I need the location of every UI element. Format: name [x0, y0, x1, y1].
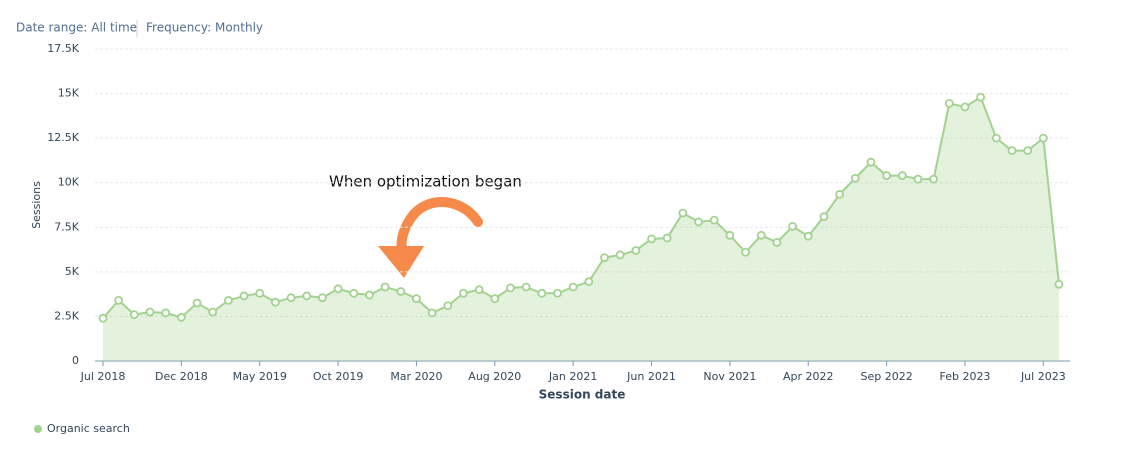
data-point [412, 294, 421, 304]
data-point [396, 287, 406, 296]
data-point [741, 247, 750, 257]
data-point [318, 293, 327, 303]
data-point [176, 312, 186, 322]
data-point [647, 234, 656, 244]
data-point [835, 189, 844, 199]
data-point [976, 92, 986, 102]
x-tick-label: Dec 2018 [155, 370, 208, 383]
x-tick-label: Mar 2020 [390, 370, 442, 383]
annotation: When optimization began [329, 173, 522, 191]
data-point [725, 230, 735, 240]
data-point [788, 221, 797, 231]
x-tick-label: Sep 2022 [860, 370, 912, 383]
x-tick-label: Feb 2023 [939, 370, 990, 383]
data-point [600, 253, 609, 262]
area [103, 97, 1059, 361]
data-point [192, 298, 202, 308]
x-tick-label: Nov 2021 [703, 370, 756, 383]
data-point [819, 212, 829, 221]
data-point [584, 277, 594, 287]
data-point [1054, 279, 1064, 289]
data-point [255, 288, 265, 298]
x-tick-label: Jul 2023 [1020, 370, 1066, 383]
data-point [960, 102, 970, 112]
data-point [615, 250, 625, 260]
y-axis-title: Sessions [30, 181, 43, 229]
data-point [850, 173, 860, 183]
data-point [991, 133, 1001, 143]
y-tick-label: 12.5K [47, 131, 79, 144]
data-point [490, 294, 500, 304]
data-point [803, 231, 813, 241]
data-point [568, 282, 578, 292]
data-point [694, 217, 703, 227]
data-point [459, 288, 468, 298]
data-point [1023, 146, 1033, 156]
data-point [443, 301, 453, 311]
data-point [537, 288, 547, 298]
x-axis-title: Session date [539, 388, 626, 402]
data-point [521, 282, 531, 292]
data-point [553, 288, 562, 298]
data-point [631, 246, 641, 255]
data-point [913, 174, 923, 184]
data-point [474, 285, 484, 295]
data-point [929, 174, 939, 184]
y-tick-label: 5K [65, 265, 80, 278]
x-tick-label: Jan 2021 [548, 370, 597, 383]
data-point [365, 290, 374, 300]
data-point [772, 238, 782, 247]
data-point [662, 233, 672, 243]
data-point [114, 295, 124, 305]
x-tick-label: Oct 2019 [313, 370, 364, 383]
annotation-arrow [378, 197, 483, 278]
data-point [302, 291, 312, 301]
legend-marker [34, 425, 42, 433]
data-point [944, 98, 954, 108]
data-point [349, 288, 359, 298]
y-tick-label: 10K [58, 176, 80, 189]
y-tick-label: 0 [72, 354, 79, 367]
data-point [1007, 146, 1017, 156]
data-point [270, 297, 280, 307]
data-point [98, 313, 108, 323]
data-point [866, 157, 876, 167]
x-tick-label: Apr 2022 [783, 370, 834, 383]
legend-label[interactable]: Organic search [47, 422, 130, 435]
data-point [239, 291, 249, 301]
x-tick-label: May 2019 [233, 370, 287, 383]
x-tick-label: Jun 2021 [626, 370, 676, 383]
data-point [129, 310, 139, 320]
data-point [678, 208, 688, 218]
data-point [286, 293, 296, 303]
data-point [506, 283, 515, 293]
x-tick-label: Jul 2018 [80, 370, 126, 383]
data-point [161, 308, 171, 318]
frequency-filter[interactable]: Frequency: Monthly [146, 21, 263, 35]
y-tick-label: 15K [58, 87, 80, 100]
x-tick-label: Aug 2020 [468, 370, 521, 383]
data-point [882, 171, 892, 180]
data-point [380, 282, 390, 292]
y-tick-label: 2.5K [54, 309, 79, 322]
data-point [709, 215, 719, 225]
data-point [897, 171, 907, 180]
data-point [1038, 133, 1048, 143]
data-point [427, 308, 437, 318]
y-tick-label: 17.5K [47, 42, 79, 55]
y-tick-label: 7.5K [54, 220, 79, 233]
date-range-filter[interactable]: Date range: All time [16, 21, 137, 35]
data-point [223, 295, 233, 305]
data-point [756, 230, 766, 240]
data-point [145, 307, 155, 317]
data-point [333, 284, 343, 294]
data-point [208, 307, 218, 317]
